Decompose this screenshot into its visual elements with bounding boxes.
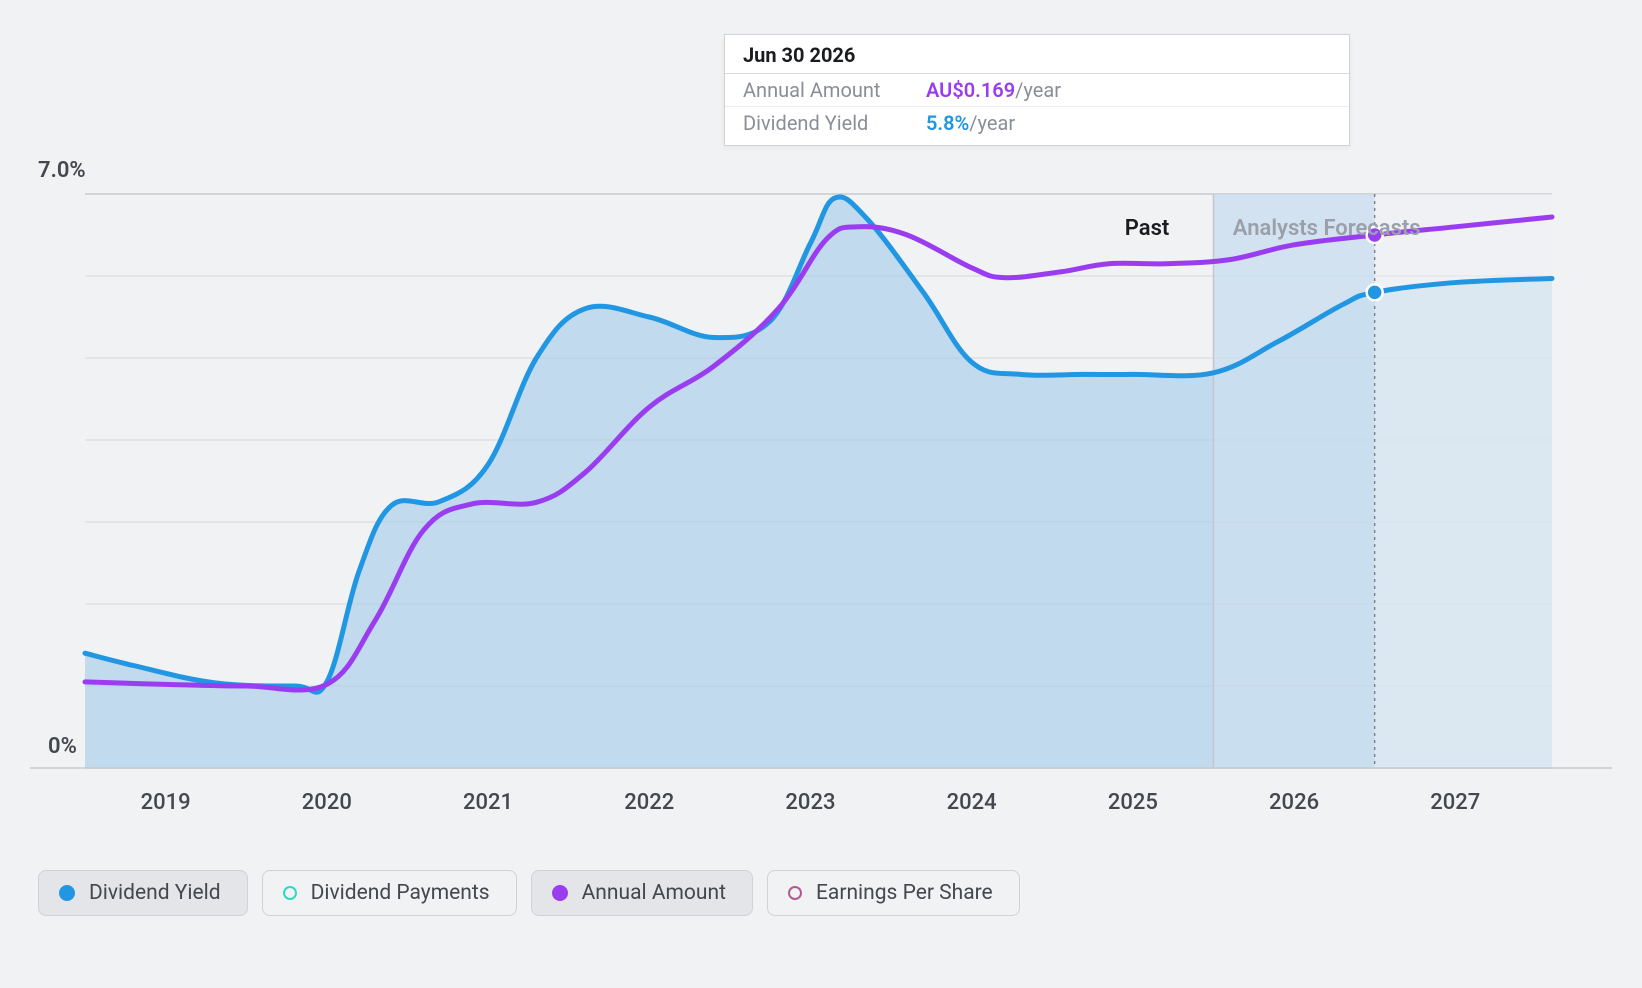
dividend-yield-marker	[1367, 284, 1383, 300]
legend-item-dividend-yield[interactable]: Dividend Yield	[38, 870, 248, 916]
forecasts-region-label: Analysts Forecasts	[1233, 216, 1421, 241]
legend-item-dividend-payments[interactable]: Dividend Payments	[262, 870, 517, 916]
tooltip-row-value: AU$0.169/year	[926, 78, 1061, 102]
tooltip-row: Annual Amount AU$0.169/year	[725, 74, 1349, 107]
x-tick-label: 2024	[947, 790, 997, 815]
x-tick-label: 2025	[1108, 790, 1158, 815]
hover-tooltip: Jun 30 2026 Annual Amount AU$0.169/year Di…	[724, 34, 1350, 146]
legend-marker-icon	[283, 886, 297, 900]
legend-item-label: Dividend Yield	[89, 881, 221, 905]
tooltip-row-value: 5.8%/year	[926, 111, 1015, 135]
chart-canvas[interactable]	[0, 0, 1642, 988]
tooltip-row-label: Dividend Yield	[743, 111, 898, 135]
x-tick-label: 2022	[624, 790, 674, 815]
x-tick-label: 2020	[302, 790, 352, 815]
chart-legend: Dividend Yield Dividend Payments Annual Am…	[38, 870, 1020, 916]
x-tick-label: 2021	[463, 790, 513, 815]
tooltip-date: Jun 30 2026	[725, 35, 1349, 74]
x-tick-label: 2023	[785, 790, 835, 815]
tooltip-row-label: Annual Amount	[743, 78, 898, 102]
legend-marker-icon	[552, 885, 568, 901]
hover-band	[1213, 194, 1374, 768]
x-tick-label: 2019	[141, 790, 191, 815]
legend-item-label: Annual Amount	[582, 881, 726, 905]
y-axis-max-label: 7.0%	[38, 158, 86, 183]
legend-marker-icon	[788, 886, 802, 900]
legend-item-label: Dividend Payments	[311, 881, 490, 905]
legend-item-annual-amount[interactable]: Annual Amount	[531, 870, 753, 916]
legend-item-earnings-per-share[interactable]: Earnings Per Share	[767, 870, 1020, 916]
x-tick-label: 2026	[1269, 790, 1319, 815]
legend-item-label: Earnings Per Share	[816, 881, 993, 905]
past-region-label: Past	[1125, 216, 1170, 241]
x-tick-label: 2027	[1430, 790, 1480, 815]
y-axis-min-label: 0%	[48, 734, 77, 759]
dividend-chart-panel: Past Analysts Forecasts 7.0% 0% 2019 2020…	[0, 0, 1642, 988]
legend-marker-icon	[59, 885, 75, 901]
tooltip-row: Dividend Yield 5.8%/year	[725, 107, 1349, 145]
